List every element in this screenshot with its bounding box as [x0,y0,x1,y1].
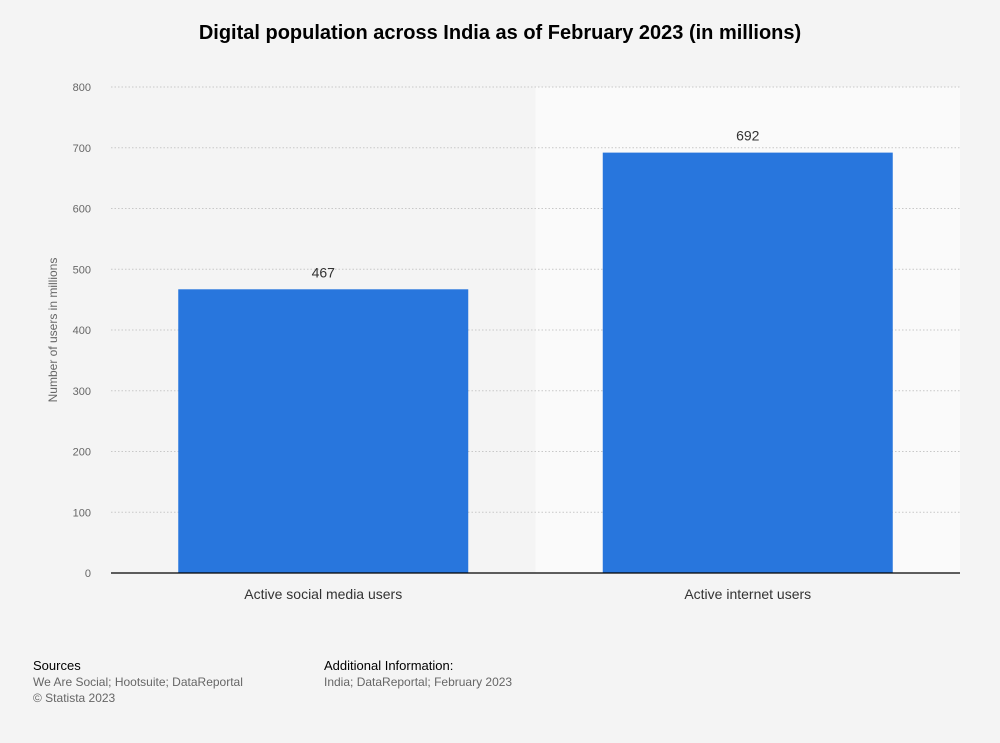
additional-info-heading: Additional Information: [324,658,454,673]
y-tick-label: 500 [73,264,91,276]
bar[interactable] [178,289,469,573]
sources-block: Sources We Are Social; Hootsuite; DataRe… [33,658,243,706]
copyright-text: © Statista 2023 [33,691,116,705]
y-tick-label: 200 [73,447,91,459]
sources-text: We Are Social; Hootsuite; DataReportal [33,675,243,689]
x-tick-label: Active social media users [244,586,402,602]
x-axis-ticks: Active social media users Active internet… [244,586,811,602]
bar[interactable] [602,152,893,574]
additional-info-text: India; DataReportal; February 2023 [324,675,513,689]
additional-info-block: Additional Information: India; DataRepor… [324,658,512,690]
y-tick-label: 800 [73,82,91,94]
y-axis-label: Number of users in millions [46,258,60,403]
sources-heading: Sources [33,658,81,673]
y-tick-label: 600 [73,204,91,216]
bars: 467 692 [178,128,893,574]
y-tick-label: 100 [73,507,91,519]
y-tick-label: 0 [85,568,91,580]
x-tick-label: Active internet users [684,586,811,602]
y-tick-label: 700 [73,143,91,155]
bar-value-label: 692 [736,128,760,144]
bar-value-label: 467 [312,264,336,280]
chart-title: Digital population across India as of Fe… [198,22,802,44]
y-axis-ticks: 0 100 200 300 400 500 600 700 800 [73,82,91,580]
y-tick-label: 300 [73,386,91,398]
y-tick-label: 400 [73,325,91,337]
